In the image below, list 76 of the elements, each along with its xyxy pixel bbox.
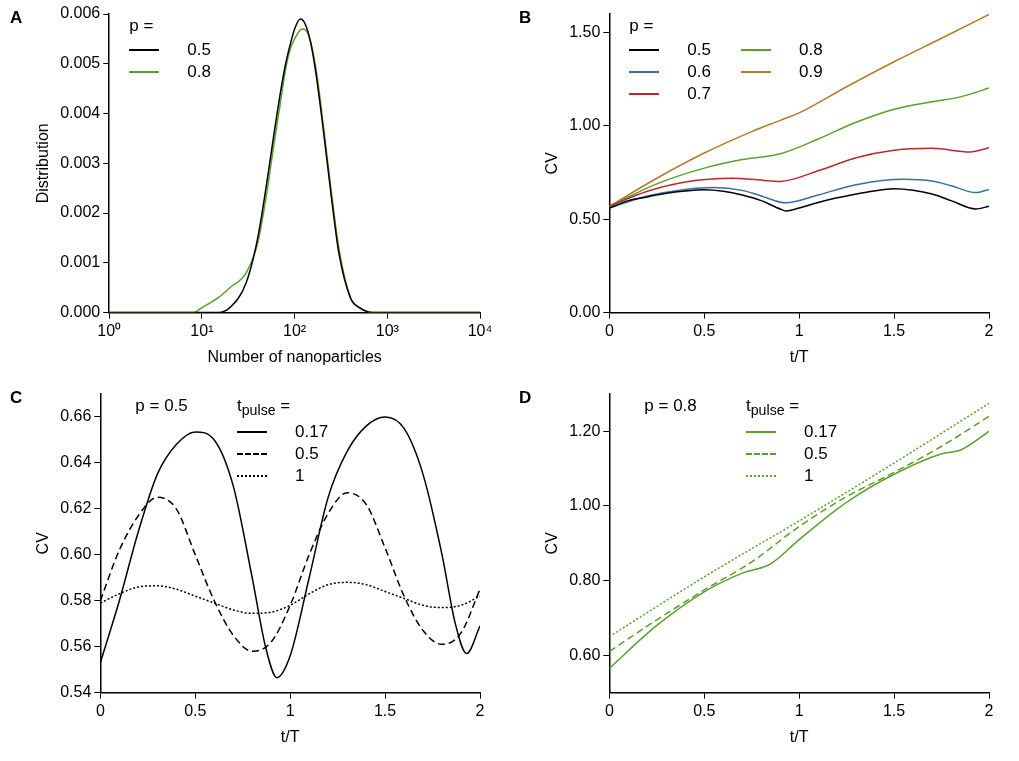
legend-label: 0.5 xyxy=(804,444,828,465)
y-tick-label: 0.004 xyxy=(60,103,101,121)
y-axis-title: CV xyxy=(34,531,52,555)
y-axis-title: CV xyxy=(543,531,561,555)
y-tick-label: 1.00 xyxy=(569,116,601,134)
x-tick-label: 1 xyxy=(794,701,804,719)
y-tick-label: 0.54 xyxy=(60,683,92,701)
legend-label: 0.17 xyxy=(804,422,838,443)
annotation: p = 0.8 xyxy=(644,396,697,416)
x-tick-label: 1 xyxy=(794,321,804,339)
line-series xyxy=(609,14,989,207)
x-tick-label: 2 xyxy=(984,321,994,339)
legend-title: t$_{pulse}$ = xyxy=(746,396,801,419)
legend-label: 0.6 xyxy=(687,62,711,82)
x-tick-label: 0.5 xyxy=(184,701,207,719)
y-tick-label: 0.64 xyxy=(60,453,92,471)
legend-label: 0.17 xyxy=(295,422,329,443)
y-tick-label: 0.005 xyxy=(60,54,101,72)
y-axis-title: Distribution xyxy=(34,123,52,204)
y-tick-label: 1.00 xyxy=(569,496,601,514)
x-tick-label: 1.5 xyxy=(882,701,906,719)
legend-label: 1 xyxy=(804,466,814,487)
line-series xyxy=(609,87,989,207)
y-tick-label: 1.20 xyxy=(569,421,601,439)
y-tick-label: 0.003 xyxy=(60,153,101,171)
x-tick-label: 10¹ xyxy=(190,321,214,339)
y-axis-title: CV xyxy=(543,151,561,175)
y-tick-label: 0.000 xyxy=(60,303,101,321)
y-tick-label: 0.001 xyxy=(60,253,101,271)
y-tick-label: 0.60 xyxy=(60,545,92,563)
y-tick-label: 0.50 xyxy=(569,209,601,227)
legend-label: 0.7 xyxy=(687,84,711,104)
y-tick-label: 0.80 xyxy=(569,571,601,589)
legend-label: 0.8 xyxy=(798,40,823,60)
legend-label: 0.9 xyxy=(798,62,823,82)
legend-title: p = xyxy=(129,16,155,36)
legend-label: 0.5 xyxy=(295,444,319,465)
x-tick-label: 10⁴ xyxy=(467,321,493,339)
y-tick-label: 0.56 xyxy=(60,637,92,655)
legend-title: t$_{pulse}$ = xyxy=(237,396,292,419)
x-tick-label: 10⁰ xyxy=(97,321,122,339)
x-tick-label: 0 xyxy=(604,321,614,339)
legend-label: 0.5 xyxy=(187,40,211,60)
legend-label: 1 xyxy=(295,466,305,487)
y-tick-label: 0.00 xyxy=(569,303,601,321)
x-axis-title: t/T xyxy=(789,347,809,365)
x-tick-label: 0 xyxy=(604,701,614,719)
x-axis-title: t/T xyxy=(789,727,809,745)
x-tick-label: 1.5 xyxy=(373,701,397,719)
x-tick-label: 10² xyxy=(283,321,307,339)
x-tick-label: 0.5 xyxy=(693,321,716,339)
legend-label: 0.5 xyxy=(687,40,711,60)
legend-title: p = xyxy=(629,16,655,36)
x-tick-label: 1 xyxy=(285,701,295,719)
x-tick-label: 10³ xyxy=(375,321,400,339)
annotation: p = 0.5 xyxy=(135,396,188,416)
y-tick-label: 0.58 xyxy=(60,591,92,609)
chart-title: A xyxy=(10,7,23,27)
x-axis-title: t/T xyxy=(280,727,300,745)
chart-title: D xyxy=(519,387,532,407)
y-tick-label: 0.62 xyxy=(60,499,92,517)
x-tick-label: 1.5 xyxy=(882,321,906,339)
chart-title: B xyxy=(519,7,532,27)
legend-label: 0.8 xyxy=(187,62,211,82)
y-tick-label: 0.66 xyxy=(60,407,92,425)
line-series xyxy=(609,147,989,207)
x-axis-title: Number of nanoparticles xyxy=(207,347,382,365)
chart-title: C xyxy=(10,387,23,407)
y-tick-label: 0.60 xyxy=(569,645,601,663)
y-tick-label: 0.006 xyxy=(60,4,101,22)
x-tick-label: 2 xyxy=(984,701,994,719)
x-tick-label: 0 xyxy=(95,701,105,719)
y-tick-label: 0.002 xyxy=(60,203,101,221)
y-tick-label: 1.50 xyxy=(569,23,601,41)
x-tick-label: 2 xyxy=(475,701,485,719)
x-tick-label: 0.5 xyxy=(693,701,716,719)
